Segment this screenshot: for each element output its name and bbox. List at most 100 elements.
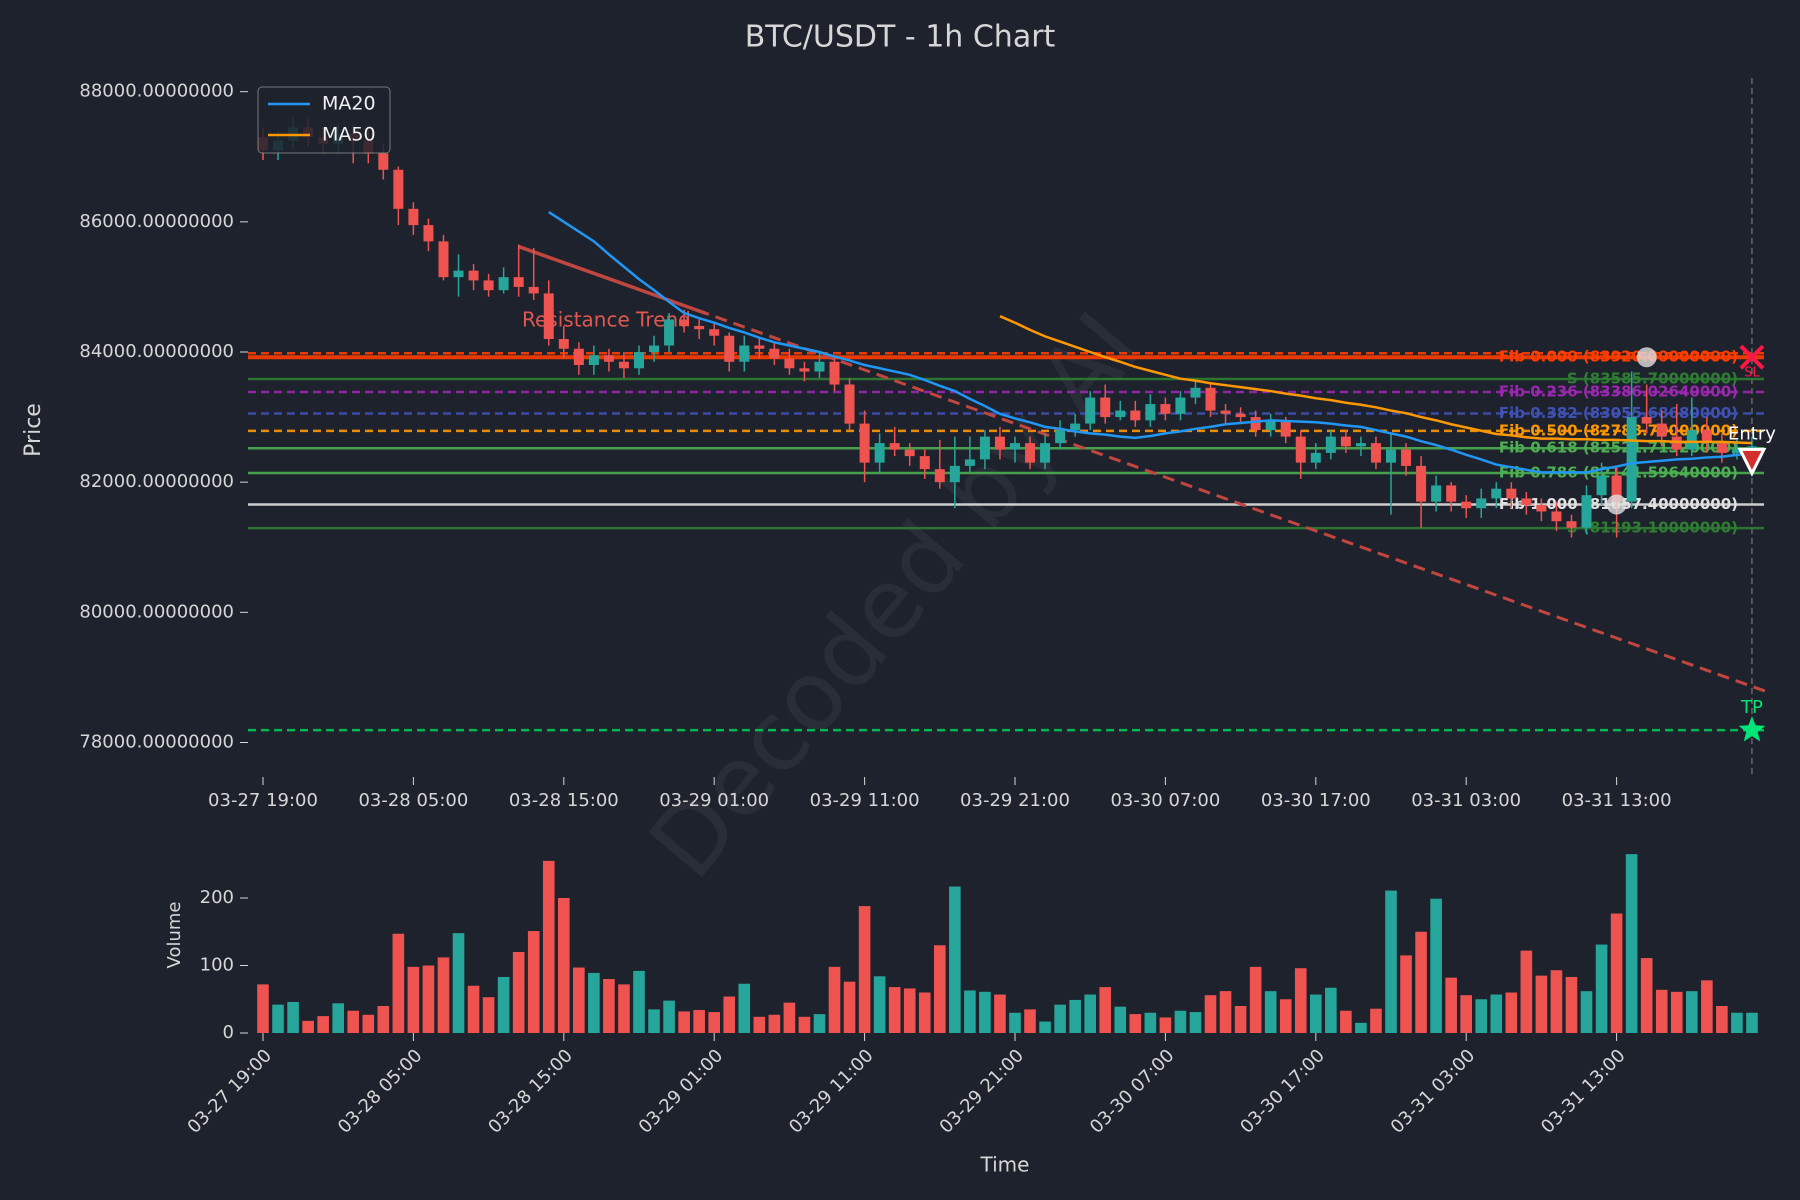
volume-bar: [287, 1001, 299, 1033]
volume-bar: [588, 972, 600, 1033]
volume-bar: [1475, 999, 1488, 1033]
x-tick-label: 03-29 01:00: [659, 790, 769, 811]
volume-bar: [542, 860, 555, 1033]
volume-bar: [753, 1016, 766, 1033]
x-tick-label: 03-29 21:00: [960, 790, 1070, 811]
level-label: Fib 0.000 (83920.00000000): [1499, 348, 1738, 366]
level-label: Fib 0.382 (83055.68680000): [1499, 404, 1738, 422]
candle-body: [859, 423, 870, 463]
volume-bar: [512, 952, 525, 1033]
volume-bar: [1084, 994, 1096, 1033]
trend-line-solid: [518, 244, 707, 315]
volume-bar: [1640, 958, 1653, 1033]
volume-bar: [1505, 992, 1518, 1033]
candle-body: [934, 469, 945, 483]
volume-bar: [1129, 1014, 1142, 1033]
volume-bar: [1114, 1006, 1127, 1033]
candle-body: [769, 348, 780, 359]
candle-body: [1205, 387, 1216, 411]
candle-body: [1025, 443, 1036, 463]
candle-body: [438, 241, 449, 278]
volume-bar: [1625, 854, 1638, 1033]
candle-body: [1370, 443, 1381, 463]
volume-bar: [1400, 955, 1412, 1033]
candle-body: [949, 465, 960, 483]
candle-body: [1235, 413, 1246, 418]
candle-body: [1220, 410, 1231, 414]
volume-bar: [1385, 890, 1397, 1033]
volume-bar: [979, 991, 991, 1033]
x-tick-label: 03-27 19:00: [208, 790, 318, 811]
volume-bar: [1520, 950, 1533, 1033]
candle-body: [904, 449, 915, 457]
x-tick-label: 03-30 07:00: [1110, 790, 1220, 811]
candle-body: [1611, 475, 1622, 502]
candle-body: [1070, 423, 1081, 431]
volume-bar: [1746, 1012, 1758, 1033]
x-tick-label: 03-28 05:00: [358, 790, 468, 811]
volume-bar: [1716, 1006, 1728, 1033]
candle-body: [844, 384, 855, 424]
candle-body: [754, 345, 765, 349]
candle-body: [1340, 436, 1351, 447]
candle-body: [1476, 498, 1487, 509]
volume-bar: [663, 1000, 675, 1033]
volume-bar: [362, 1014, 375, 1033]
volume-bar: [768, 1014, 781, 1033]
candle-body: [603, 355, 614, 362]
candle-body: [829, 361, 840, 385]
candle-body: [814, 361, 825, 372]
y-tick-label: 84000.00000000: [79, 341, 234, 362]
entry-label: Entry: [1728, 423, 1776, 444]
candle-body: [919, 456, 930, 470]
fib-point: [1636, 347, 1657, 368]
y-axis-label: Price: [21, 403, 46, 457]
level-label: Fib 0.236 (83386.02640000): [1499, 382, 1738, 400]
volume-bar: [347, 1010, 360, 1033]
volume-bar: [392, 933, 405, 1033]
volume-bar: [708, 1012, 720, 1033]
volume-bar: [1430, 898, 1442, 1033]
candle-body: [1401, 449, 1412, 466]
candle-body: [1566, 521, 1577, 528]
candle-body: [1145, 404, 1156, 421]
y-tick-label: 88000.00000000: [79, 81, 234, 102]
legend-label: MA50: [322, 124, 376, 146]
candle-body: [1295, 436, 1306, 463]
y-tick-label: 86000.00000000: [79, 211, 234, 232]
volume-bar: [1069, 999, 1081, 1033]
volume-bar: [738, 983, 751, 1033]
ma-line: [999, 315, 1753, 445]
volume-bar: [1565, 976, 1578, 1033]
volume-bar: [1370, 1008, 1382, 1033]
volume-bar: [603, 979, 615, 1033]
candle-body: [784, 358, 795, 369]
volume-bar: [558, 898, 570, 1033]
candle-body: [1626, 417, 1637, 502]
candle-body: [1596, 475, 1607, 496]
volume-bar: [497, 976, 510, 1033]
x-tick-label: 03-31 03:00: [1411, 790, 1521, 811]
x-tick-label: 03-28 15:00: [509, 790, 619, 811]
volume-bar: [527, 931, 540, 1033]
candle-body: [694, 325, 705, 330]
volume-bar: [1144, 1012, 1157, 1033]
volume-bar: [1490, 994, 1503, 1033]
x-tick-label: 03-29 11:00: [810, 790, 920, 811]
level-label: S (81293.10000000): [1567, 519, 1738, 537]
entry-marker: [1737, 447, 1767, 477]
volume-bar: [1325, 987, 1337, 1033]
candle-body: [1656, 423, 1667, 437]
candle-body: [1040, 443, 1051, 463]
candle-body: [679, 319, 690, 326]
volume-bar: [798, 1016, 811, 1033]
volume-bar: [858, 906, 871, 1033]
candle-body: [1130, 410, 1141, 421]
candle-body: [1160, 404, 1171, 414]
y-tick-label: 82000.00000000: [79, 471, 234, 492]
candle-body: [1010, 443, 1020, 450]
take-profit-label: TP: [1740, 697, 1763, 718]
volume-bar: [1610, 913, 1623, 1033]
candle-body: [1310, 452, 1321, 463]
